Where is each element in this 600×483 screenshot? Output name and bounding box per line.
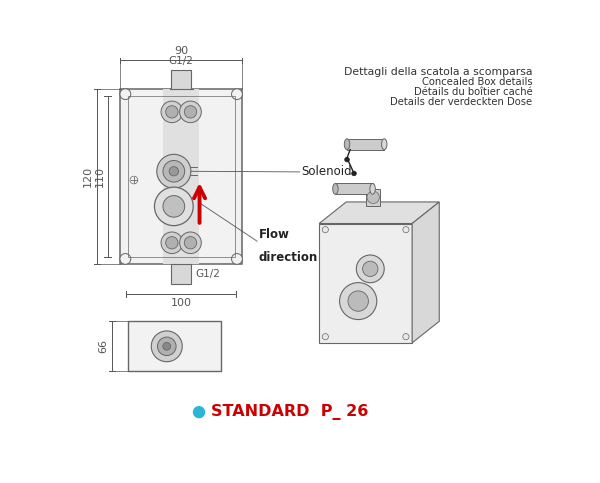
Circle shape	[163, 160, 185, 182]
Text: G1/2: G1/2	[169, 57, 194, 67]
Text: 120: 120	[83, 166, 93, 187]
Circle shape	[232, 89, 242, 99]
Ellipse shape	[332, 184, 338, 194]
Circle shape	[352, 171, 356, 176]
Text: 90: 90	[174, 46, 188, 57]
Circle shape	[154, 187, 193, 226]
Circle shape	[356, 255, 384, 283]
Circle shape	[322, 227, 328, 233]
Text: G1/2: G1/2	[195, 269, 220, 279]
Text: 110: 110	[95, 166, 105, 187]
Circle shape	[362, 261, 378, 276]
Text: 100: 100	[170, 298, 191, 308]
Circle shape	[403, 334, 409, 340]
Bar	[163, 89, 199, 264]
Polygon shape	[319, 224, 412, 343]
Circle shape	[184, 106, 197, 118]
Text: 66: 66	[98, 340, 109, 354]
Circle shape	[157, 337, 176, 355]
Ellipse shape	[344, 139, 350, 150]
Circle shape	[163, 196, 185, 217]
Bar	[128, 97, 235, 256]
Circle shape	[403, 227, 409, 233]
Bar	[347, 139, 384, 150]
Circle shape	[166, 106, 178, 118]
Circle shape	[157, 155, 191, 188]
Circle shape	[161, 232, 183, 254]
Circle shape	[161, 101, 183, 123]
Circle shape	[179, 101, 202, 123]
Circle shape	[345, 157, 349, 162]
Polygon shape	[412, 202, 439, 343]
Circle shape	[166, 237, 178, 249]
Circle shape	[348, 291, 368, 311]
Bar	[128, 321, 221, 371]
Circle shape	[340, 283, 377, 320]
Circle shape	[367, 191, 379, 203]
Text: Concealed Box details: Concealed Box details	[422, 77, 532, 87]
Bar	[335, 184, 373, 194]
Circle shape	[179, 232, 202, 254]
Text: Details der verdeckten Dose: Details der verdeckten Dose	[390, 97, 532, 107]
Circle shape	[151, 331, 182, 362]
Bar	[120, 89, 242, 264]
Circle shape	[232, 254, 242, 264]
Bar	[171, 70, 191, 89]
Text: Solenoid: Solenoid	[301, 165, 352, 178]
Text: STANDARD  P_ 26: STANDARD P_ 26	[211, 404, 369, 420]
Circle shape	[163, 342, 170, 350]
Text: direction: direction	[259, 251, 318, 264]
Text: Détails du boîtier caché: Détails du boîtier caché	[413, 87, 532, 97]
Polygon shape	[319, 202, 439, 224]
Ellipse shape	[370, 184, 376, 194]
Bar	[366, 189, 380, 206]
Bar	[171, 264, 191, 284]
Text: Flow: Flow	[259, 228, 290, 241]
Circle shape	[184, 237, 197, 249]
Circle shape	[322, 334, 328, 340]
Circle shape	[120, 89, 131, 99]
Ellipse shape	[382, 139, 387, 150]
Circle shape	[193, 406, 205, 418]
Text: Dettagli della scatola a scomparsa: Dettagli della scatola a scomparsa	[344, 67, 532, 77]
Circle shape	[169, 167, 178, 176]
Circle shape	[120, 254, 131, 264]
